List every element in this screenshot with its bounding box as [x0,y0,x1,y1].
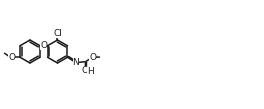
Text: O: O [40,41,47,50]
Text: H: H [87,67,94,76]
Text: O: O [8,53,15,62]
Text: N: N [73,58,79,67]
Text: Cl: Cl [53,29,62,38]
Text: O: O [82,66,88,75]
Text: O: O [89,53,96,62]
